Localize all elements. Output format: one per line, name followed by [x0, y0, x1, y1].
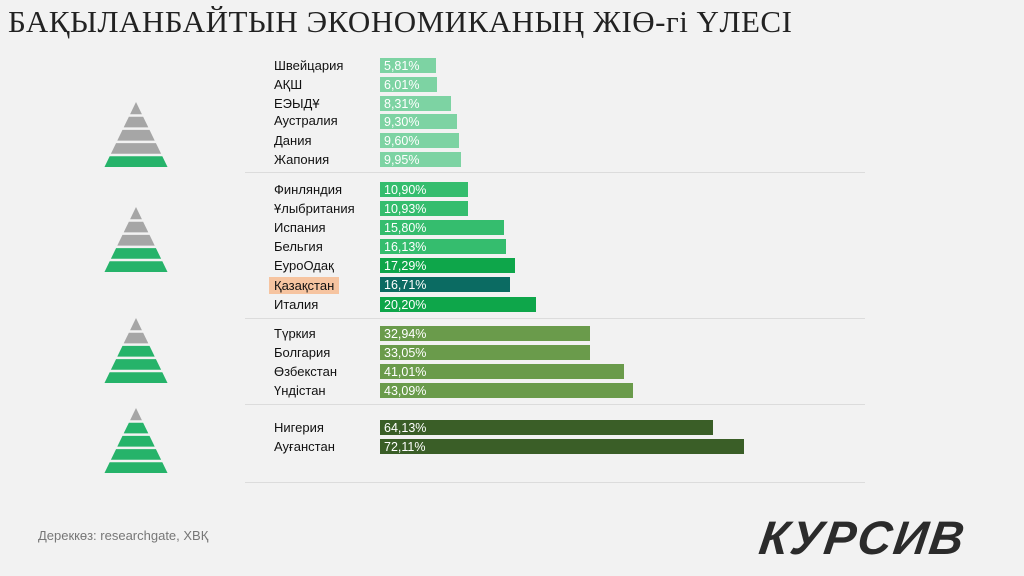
source-note: Дереккөз: researchgate, ХВҚ [38, 528, 209, 543]
country-label: Түркия [274, 326, 316, 341]
pyramid-icon [104, 207, 168, 272]
bar: 17,29% [380, 258, 515, 273]
bar-value-label: 9,95% [384, 153, 420, 167]
pyramid-level [123, 332, 149, 344]
bar-value-label: 10,90% [384, 183, 427, 197]
bar-value-label: 33,05% [384, 346, 427, 360]
bar: 8,31% [380, 96, 452, 111]
bar: 16,13% [380, 239, 507, 254]
bar: 43,09% [380, 383, 633, 398]
kursiv-logo: КУРСИВ [756, 511, 970, 564]
pyramid-icon [104, 408, 168, 473]
pyramid-level [110, 359, 162, 370]
bar-value-label: 9,30% [384, 115, 420, 129]
country-label: Аустралия [274, 113, 338, 128]
bar-value-label: 8,31% [384, 97, 420, 111]
pyramid-level [130, 408, 142, 421]
bar: 20,20% [380, 297, 536, 312]
bar-value-label: 5,81% [384, 59, 420, 73]
bar-value-label: 32,94% [384, 327, 427, 341]
group-separator [245, 482, 865, 483]
country-label: Бельгия [274, 239, 323, 254]
bar: 64,13% [380, 420, 714, 435]
country-label: Ұлыбритания [274, 201, 355, 216]
bar-value-label: 9,60% [384, 134, 420, 148]
pyramid-level [104, 372, 168, 383]
country-label: АҚШ [274, 77, 303, 92]
bar-value-label: 41,01% [384, 365, 427, 379]
bar-value-label: 64,13% [384, 421, 427, 435]
pyramid-level [104, 462, 168, 473]
pyramid-level [117, 129, 155, 141]
bar: 10,93% [380, 201, 469, 216]
bar-value-label: 16,13% [384, 240, 427, 254]
page-title: БАҚЫЛАНБАЙТЫН ЭКОНОМИКАНЫҢ ЖІӨ-гі ҮЛЕСІ [8, 4, 793, 39]
bar: 15,80% [380, 220, 504, 235]
pyramid-level [130, 207, 142, 220]
pyramid-level [117, 234, 155, 246]
country-label: ЕуроОдақ [274, 258, 334, 273]
group-separator [245, 404, 865, 405]
country-label: Испания [274, 220, 326, 235]
pyramid-icon [104, 102, 168, 167]
pyramid-level [104, 261, 168, 272]
bar-value-label: 15,80% [384, 221, 427, 235]
country-label: Дания [274, 133, 312, 148]
country-label: Финляндия [274, 182, 343, 197]
pyramid-level [110, 143, 162, 154]
pyramid-level [110, 449, 162, 460]
bar: 9,95% [380, 152, 461, 167]
bar-value-label: 16,71% [384, 278, 427, 292]
pyramid-level [123, 221, 149, 233]
pyramid-level [104, 156, 168, 167]
country-label: Үндістан [274, 383, 326, 398]
pyramid-level [117, 345, 155, 357]
country-label: Италия [274, 297, 319, 312]
pyramid-icon [104, 318, 168, 383]
bar: 72,11% [380, 439, 744, 454]
pyramid-level [130, 318, 142, 331]
bar: 33,05% [380, 345, 591, 360]
country-label: ЕЭЫДҰ [274, 96, 320, 111]
group-separator [245, 172, 865, 173]
bar: 32,94% [380, 326, 590, 341]
country-label: Швейцария [274, 58, 344, 73]
bar-value-label: 20,20% [384, 298, 427, 312]
bar-value-label: 72,11% [384, 440, 426, 454]
bar: 16,71% [380, 277, 511, 292]
pyramid-level [123, 116, 149, 128]
bar-value-label: 10,93% [384, 202, 427, 216]
pyramid-level [110, 248, 162, 259]
pyramid-level [130, 102, 142, 115]
bar: 6,01% [380, 77, 438, 92]
group-separator [245, 318, 865, 319]
bar-value-label: 6,01% [384, 78, 420, 92]
bar: 5,81% [380, 58, 436, 73]
bar-value-label: 17,29% [384, 259, 427, 273]
bar: 10,90% [380, 182, 468, 197]
country-label: Қазақстан [269, 277, 340, 294]
pyramid-level [123, 422, 149, 434]
country-label: Нигерия [274, 420, 324, 435]
country-label: Ауғанстан [274, 439, 335, 454]
bar: 9,30% [380, 114, 458, 129]
country-label: Өзбекстан [274, 364, 338, 379]
country-label: Болгария [274, 345, 331, 360]
bar: 9,60% [380, 133, 459, 148]
pyramid-level [117, 435, 155, 447]
bar-value-label: 43,09% [384, 384, 427, 398]
country-label: Жапония [274, 152, 330, 167]
bar: 41,01% [380, 364, 625, 379]
